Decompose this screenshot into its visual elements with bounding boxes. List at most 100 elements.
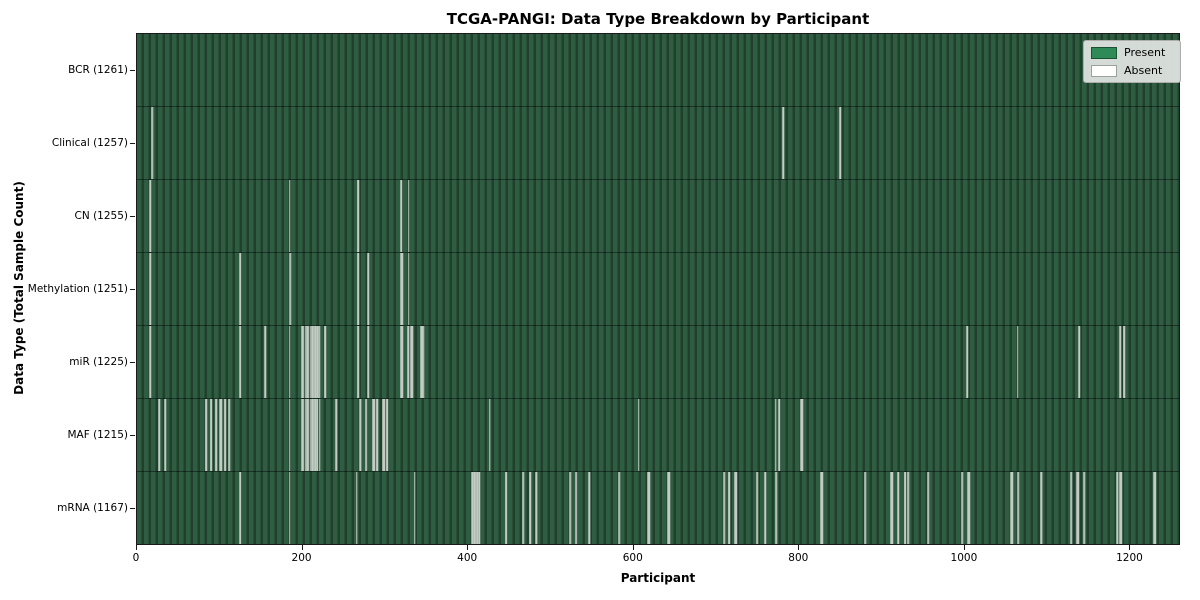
- absent-line: [215, 399, 218, 471]
- x-tick-mark: [136, 545, 137, 550]
- absent-line: [667, 472, 670, 544]
- chart-title: TCGA-PANGI: Data Type Breakdown by Parti…: [446, 10, 870, 28]
- absent-line: [1153, 472, 1155, 544]
- absent-line: [778, 399, 780, 471]
- absent-line: [373, 399, 375, 471]
- absent-line: [1017, 472, 1020, 544]
- absent-line: [376, 399, 379, 471]
- row-band-bcr: [137, 34, 1179, 107]
- absent-line: [316, 326, 318, 398]
- absent-line: [289, 180, 291, 252]
- absent-line: [1076, 472, 1079, 544]
- absent-line: [219, 399, 222, 471]
- x-tick-label: 800: [788, 552, 809, 564]
- absent-line: [473, 472, 475, 544]
- absent-line: [400, 253, 403, 325]
- absent-line: [897, 472, 899, 544]
- row-band-clinical: [137, 107, 1179, 180]
- absent-line: [239, 253, 242, 325]
- absent-line: [303, 326, 305, 398]
- absent-line: [357, 180, 360, 252]
- absent-line: [637, 399, 640, 471]
- absent-line: [356, 472, 358, 544]
- absent-line: [504, 472, 507, 544]
- absent-line: [475, 472, 477, 544]
- absent-line: [775, 472, 778, 544]
- absent-line: [289, 472, 291, 544]
- absent-line: [1120, 472, 1122, 544]
- legend-label-absent: Absent: [1124, 64, 1163, 77]
- absent-line: [309, 326, 312, 398]
- absent-line: [210, 399, 213, 471]
- absent-line: [311, 399, 313, 471]
- x-tick-label: 200: [291, 552, 312, 564]
- absent-line: [365, 399, 367, 471]
- legend-label-present: Present: [1124, 46, 1166, 59]
- absent-line: [522, 472, 525, 544]
- absent-line: [385, 399, 388, 471]
- legend-entry-absent: Absent: [1091, 64, 1172, 77]
- absent-line: [413, 472, 416, 544]
- absent-line: [1083, 472, 1085, 544]
- absent-line: [239, 472, 242, 544]
- absent-line: [323, 326, 326, 398]
- absent-line: [575, 472, 578, 544]
- absent-line: [151, 107, 153, 179]
- x-axis-label: Participant: [620, 571, 696, 585]
- y-tick-mark: [130, 362, 135, 364]
- absent-line: [421, 326, 423, 398]
- absent-line: [775, 472, 777, 544]
- absent-line: [1010, 472, 1012, 544]
- absent-line: [313, 326, 315, 398]
- absent-line: [529, 472, 532, 544]
- absent-line: [839, 107, 841, 179]
- absent-line: [301, 326, 304, 398]
- absent-line: [289, 326, 291, 398]
- absent-line: [1122, 326, 1125, 398]
- absent-line: [478, 472, 480, 544]
- y-tick-mark: [130, 435, 135, 437]
- absent-line: [489, 399, 491, 471]
- absent-line: [309, 399, 312, 471]
- absent-line: [408, 180, 410, 252]
- absent-line: [324, 326, 327, 398]
- absent-line: [966, 326, 969, 398]
- absent-line: [820, 472, 822, 544]
- absent-line: [209, 399, 212, 471]
- absent-line: [356, 180, 359, 252]
- absent-line: [149, 326, 151, 398]
- absent-line: [228, 399, 231, 471]
- absent-line: [367, 326, 370, 398]
- absent-line: [960, 472, 963, 544]
- x-tick-mark: [1129, 545, 1131, 550]
- absent-line: [214, 399, 217, 471]
- absent-line: [476, 472, 479, 544]
- y-tick-mark: [130, 142, 135, 144]
- absent-line: [357, 326, 360, 398]
- legend-swatch-present: [1091, 46, 1117, 59]
- absent-line: [961, 472, 964, 544]
- absent-line: [306, 399, 308, 471]
- absent-line: [775, 399, 777, 471]
- y-tick-mark: [130, 69, 135, 71]
- absent-line: [306, 326, 308, 398]
- row-band-maf: [137, 399, 1179, 472]
- x-tick-label: 1200: [1116, 552, 1143, 564]
- y-tick-label: MAF (1215): [67, 429, 128, 442]
- absent-line: [907, 472, 909, 544]
- absent-line: [375, 399, 378, 471]
- absent-line: [1117, 472, 1119, 544]
- absent-line: [1017, 326, 1019, 398]
- absent-line: [311, 326, 313, 398]
- absent-line: [764, 472, 766, 544]
- absent-line: [1123, 326, 1126, 398]
- x-tick-label: 400: [457, 552, 478, 564]
- x-tick-mark: [963, 545, 965, 550]
- absent-line: [765, 472, 767, 544]
- y-tick-mark: [130, 289, 135, 290]
- absent-line: [264, 326, 266, 398]
- absent-line: [289, 253, 291, 325]
- absent-line: [535, 472, 537, 544]
- absent-line: [314, 399, 317, 471]
- row-band-mir: [137, 326, 1179, 399]
